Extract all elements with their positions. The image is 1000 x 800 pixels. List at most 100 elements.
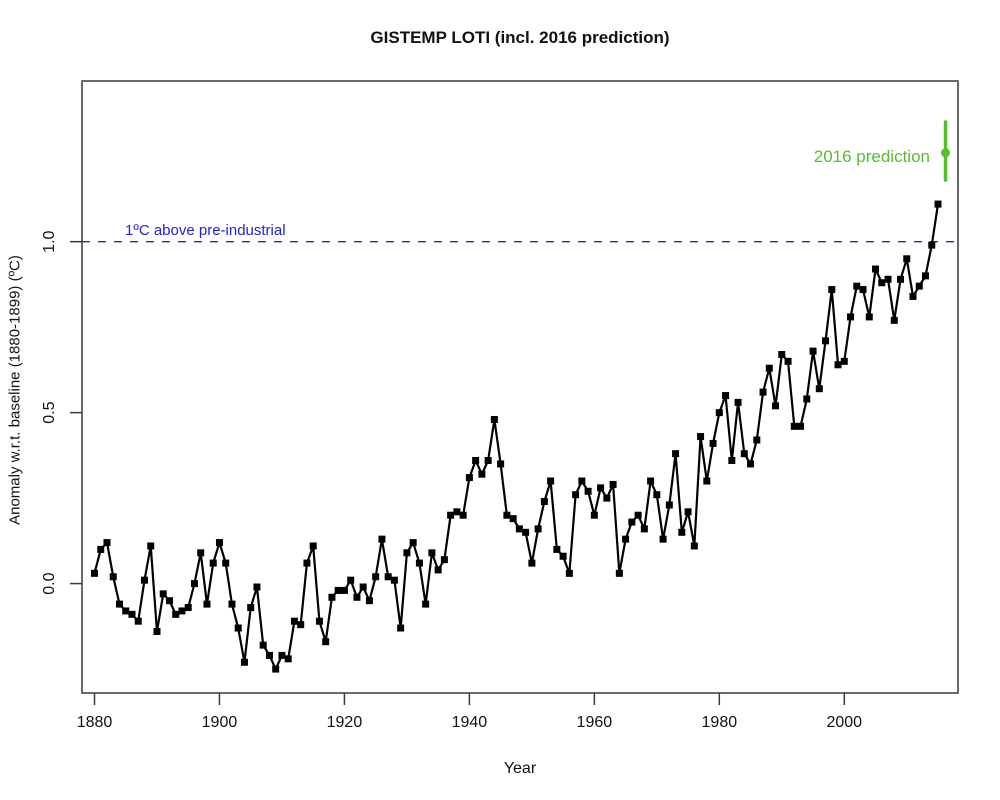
data-point bbox=[434, 566, 442, 574]
data-point bbox=[890, 316, 898, 324]
x-tick-label: 2000 bbox=[826, 714, 862, 731]
data-point bbox=[372, 573, 380, 581]
data-point bbox=[603, 494, 611, 502]
data-point bbox=[265, 651, 273, 659]
data-point bbox=[697, 433, 705, 441]
data-point bbox=[253, 583, 261, 591]
data-point bbox=[878, 279, 886, 287]
data-point bbox=[659, 535, 667, 543]
data-point bbox=[378, 535, 386, 543]
x-tick-label: 1920 bbox=[327, 714, 363, 731]
y-tick-label: 0.0 bbox=[41, 572, 58, 594]
data-point bbox=[453, 508, 461, 516]
data-point bbox=[865, 313, 873, 321]
data-point bbox=[497, 460, 505, 468]
data-point bbox=[815, 385, 823, 393]
data-point bbox=[153, 627, 161, 635]
data-point bbox=[753, 436, 761, 444]
data-point bbox=[103, 539, 111, 547]
data-point bbox=[897, 275, 905, 283]
data-point bbox=[572, 491, 580, 499]
data-point bbox=[322, 638, 330, 646]
data-point bbox=[597, 484, 605, 492]
data-point bbox=[465, 474, 473, 482]
data-point bbox=[728, 457, 736, 465]
data-point bbox=[159, 590, 167, 598]
x-tick-label: 1880 bbox=[77, 714, 113, 731]
data-point bbox=[784, 357, 792, 365]
data-point bbox=[472, 457, 480, 465]
data-point bbox=[197, 549, 205, 557]
data-point bbox=[415, 559, 423, 567]
data-point bbox=[365, 597, 373, 605]
prediction-label: 2016 prediction bbox=[813, 147, 930, 166]
data-point bbox=[209, 559, 217, 567]
data-point bbox=[903, 255, 911, 263]
data-point bbox=[522, 528, 530, 536]
data-point bbox=[115, 600, 123, 608]
data-point bbox=[309, 542, 317, 550]
data-point bbox=[934, 200, 942, 208]
data-line bbox=[93, 203, 940, 671]
data-point bbox=[484, 457, 492, 465]
data-point bbox=[97, 545, 105, 553]
data-point bbox=[928, 241, 936, 249]
data-point bbox=[640, 525, 648, 533]
data-point bbox=[734, 398, 742, 406]
data-point bbox=[678, 528, 686, 536]
data-point bbox=[653, 491, 661, 499]
data-point bbox=[165, 597, 173, 605]
data-point bbox=[515, 525, 523, 533]
data-point bbox=[428, 549, 436, 557]
data-point bbox=[178, 607, 186, 615]
data-point bbox=[347, 576, 355, 584]
data-point bbox=[284, 655, 292, 663]
plot-frame bbox=[81, 80, 959, 694]
data-point bbox=[172, 610, 180, 618]
data-point bbox=[328, 593, 336, 601]
data-point bbox=[715, 409, 723, 417]
data-point bbox=[340, 586, 348, 594]
data-point bbox=[884, 275, 892, 283]
data-point bbox=[703, 477, 711, 485]
x-tick-label: 1960 bbox=[577, 714, 613, 731]
data-point bbox=[290, 617, 298, 625]
data-point bbox=[915, 282, 923, 290]
data-point bbox=[422, 600, 430, 608]
data-point bbox=[447, 511, 455, 519]
data-point bbox=[609, 480, 617, 488]
data-point bbox=[540, 498, 548, 506]
data-point bbox=[909, 292, 917, 300]
data-point bbox=[672, 450, 680, 458]
data-point bbox=[203, 600, 211, 608]
data-point bbox=[228, 600, 236, 608]
data-point bbox=[665, 501, 673, 509]
data-point bbox=[809, 347, 817, 355]
x-tick-label: 1940 bbox=[452, 714, 488, 731]
data-point bbox=[834, 361, 842, 369]
data-point bbox=[390, 576, 398, 584]
data-point bbox=[134, 617, 142, 625]
data-point bbox=[584, 487, 592, 495]
data-point bbox=[140, 576, 148, 584]
data-point bbox=[553, 545, 561, 553]
data-point bbox=[822, 337, 830, 345]
data-point bbox=[747, 460, 755, 468]
data-point bbox=[222, 559, 230, 567]
data-point bbox=[778, 351, 786, 359]
data-point bbox=[190, 580, 198, 588]
data-point bbox=[384, 573, 392, 581]
data-point bbox=[872, 265, 880, 273]
y-tick-label: 0.5 bbox=[41, 401, 58, 423]
data-point bbox=[509, 515, 517, 523]
data-point bbox=[628, 518, 636, 526]
data-point bbox=[859, 286, 867, 294]
data-point bbox=[528, 559, 536, 567]
data-point bbox=[297, 621, 305, 629]
data-point bbox=[359, 583, 367, 591]
data-point bbox=[565, 569, 573, 577]
data-point bbox=[790, 422, 798, 430]
data-point bbox=[547, 477, 555, 485]
reference-line-label: 1ºC above pre-industrial bbox=[125, 222, 286, 239]
